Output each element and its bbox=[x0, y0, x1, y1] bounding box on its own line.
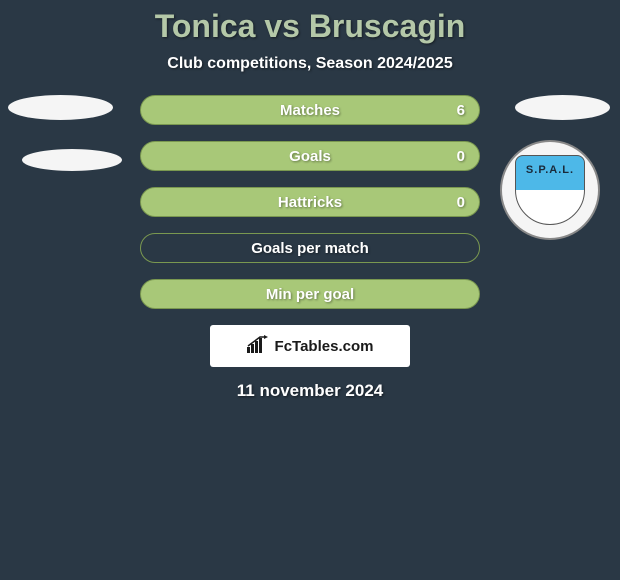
main-container: Tonica vs Bruscagin Club competitions, S… bbox=[0, 0, 620, 401]
stat-row-matches: Matches 6 bbox=[140, 95, 480, 125]
club-shield-icon: S.P.A.L. bbox=[515, 155, 585, 225]
stat-rows: Matches 6 Goals 0 Hattricks 0 Goals per … bbox=[140, 95, 480, 309]
branding-badge[interactable]: FcTables.com bbox=[210, 325, 410, 367]
player1-avatar-placeholder bbox=[8, 95, 113, 120]
stat-row-hattricks: Hattricks 0 bbox=[140, 187, 480, 217]
stat-label: Matches bbox=[280, 102, 340, 119]
stats-area: S.P.A.L. Matches 6 Goals 0 Hattricks 0 G… bbox=[0, 95, 620, 401]
chart-icon bbox=[247, 335, 269, 358]
stat-value: 0 bbox=[457, 148, 465, 165]
stat-value: 6 bbox=[457, 102, 465, 119]
stat-value: 0 bbox=[457, 194, 465, 211]
date-label: 11 november 2024 bbox=[0, 381, 620, 401]
stat-label: Hattricks bbox=[278, 194, 342, 211]
stat-label: Goals bbox=[289, 148, 331, 165]
stat-label: Goals per match bbox=[251, 240, 369, 257]
stat-label: Min per goal bbox=[266, 286, 354, 303]
player2-avatar-placeholder bbox=[515, 95, 610, 120]
season-subtitle: Club competitions, Season 2024/2025 bbox=[0, 55, 620, 73]
player1-club-placeholder bbox=[22, 149, 122, 171]
comparison-title: Tonica vs Bruscagin bbox=[0, 8, 620, 45]
branding-text: FcTables.com bbox=[275, 338, 374, 355]
stat-row-goals: Goals 0 bbox=[140, 141, 480, 171]
club-logo-text: S.P.A.L. bbox=[526, 164, 574, 176]
player2-club-logo: S.P.A.L. bbox=[500, 140, 600, 240]
stat-row-goals-per-match: Goals per match bbox=[140, 233, 480, 263]
stat-row-min-per-goal: Min per goal bbox=[140, 279, 480, 309]
